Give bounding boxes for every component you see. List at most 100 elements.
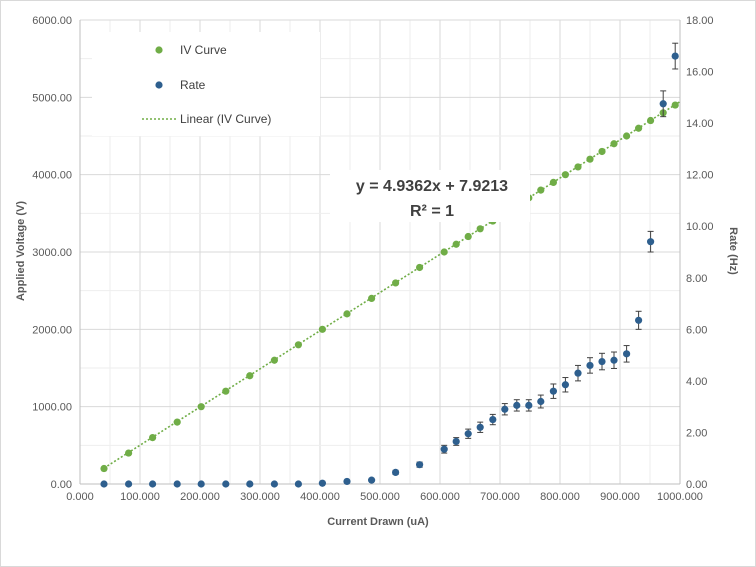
- y-right-tick-label: 6.00: [686, 324, 707, 336]
- y-right-tick-label: 10.00: [686, 221, 714, 233]
- iv-curve-point: [368, 294, 376, 302]
- x-tick-label: 600.000: [420, 491, 460, 503]
- iv-curve-point: [561, 171, 570, 179]
- y-axis-left-title: Applied Voltage (V): [15, 201, 27, 301]
- y-left-tick-label: 6000.00: [32, 15, 72, 27]
- rate-point: [416, 461, 424, 469]
- rate-point: [659, 100, 667, 108]
- x-tick-label: 0.000: [66, 491, 94, 503]
- y-left-tick-label: 3000.00: [32, 247, 72, 259]
- x-tick-label: 500.000: [360, 491, 400, 503]
- iv-curve-point: [623, 132, 631, 140]
- series-rate: [100, 42, 679, 488]
- rate-point: [501, 405, 509, 413]
- x-tick-label: 400.000: [300, 491, 340, 503]
- iv-curve-point: [610, 140, 618, 148]
- iv-curve-point: [149, 434, 157, 442]
- rate-point: [392, 468, 400, 476]
- x-tick-label: 1000.000: [657, 491, 703, 503]
- legend-background: [92, 32, 320, 136]
- y-left-tick-label: 1000.00: [32, 402, 72, 414]
- rate-point: [368, 476, 376, 484]
- x-tick-label: 200.000: [180, 491, 220, 503]
- y-left-tick-label: 2000.00: [32, 324, 72, 336]
- legend-label-trendline: Linear (IV Curve): [180, 112, 271, 126]
- legend-marker-iv-curve: [155, 46, 163, 54]
- iv-curve-point: [318, 325, 326, 333]
- y-right-tick-label: 16.00: [686, 67, 714, 79]
- y-left-tick-label: 5000.00: [32, 92, 72, 104]
- iv-curve-point: [549, 178, 558, 186]
- y-right-tick-label: 18.00: [686, 15, 714, 27]
- rate-point: [197, 480, 205, 488]
- rate-point: [270, 480, 278, 488]
- y-right-tick-label: 8.00: [686, 273, 707, 285]
- iv-curve-point: [197, 403, 205, 411]
- iv-curve-point: [476, 225, 484, 233]
- x-tick-label: 900.000: [600, 491, 640, 503]
- legend-label-iv-curve: IV Curve: [180, 43, 227, 57]
- y-right-tick-label: 14.00: [686, 118, 714, 130]
- iv-curve-point: [416, 263, 424, 272]
- rate-point: [476, 423, 484, 431]
- legend-marker-rate: [155, 81, 163, 89]
- rate-point: [489, 415, 497, 424]
- iv-curve-point: [537, 186, 545, 194]
- x-tick-label: 700.000: [480, 491, 520, 503]
- iv-curve-point: [173, 418, 181, 426]
- rate-point: [586, 361, 594, 370]
- rate-point: [549, 387, 558, 395]
- rate-point: [610, 356, 618, 364]
- rate-point: [623, 350, 631, 358]
- iv-curve-point: [222, 387, 230, 395]
- iv-curve-point: [440, 248, 448, 256]
- x-tick-label: 800.000: [540, 491, 580, 503]
- equation-background: [330, 170, 530, 222]
- rate-point: [125, 480, 133, 488]
- y-axis-right-title: Rate (Hz): [727, 227, 739, 275]
- iv-curve-point: [294, 341, 302, 349]
- iv-curve-point: [246, 372, 254, 380]
- rate-point: [537, 397, 545, 406]
- rate-point: [561, 381, 570, 389]
- rate-point: [464, 430, 472, 438]
- y-right-tick-label: 12.00: [686, 170, 714, 182]
- rate-point: [246, 480, 254, 488]
- iv-curve-point: [574, 163, 582, 171]
- rate-point: [647, 238, 655, 246]
- tick-labels: 0.000 100.000 200.000 300.000 400.000 500.000…: [32, 15, 713, 503]
- rate-point: [149, 480, 157, 488]
- x-tick-label: 300.000: [240, 491, 280, 503]
- iv-curve-point: [586, 155, 594, 163]
- iv-curve-point: [635, 124, 643, 132]
- iv-curve-point: [598, 147, 606, 156]
- rate-point: [100, 480, 108, 488]
- rate-point: [671, 52, 679, 60]
- rate-point: [440, 445, 448, 453]
- x-axis-title: Current Drawn (uA): [327, 516, 429, 528]
- iv-curve-point: [100, 464, 108, 473]
- y-right-tick-label: 0.00: [686, 479, 707, 491]
- legend-label-rate: Rate: [180, 78, 206, 92]
- iv-curve-point: [671, 101, 679, 109]
- rate-point: [318, 479, 326, 487]
- rate-point: [294, 480, 302, 488]
- y-left-tick-label: 0.00: [51, 479, 72, 491]
- rate-point: [513, 401, 521, 409]
- rate-point: [173, 480, 181, 488]
- rate-point: [574, 369, 582, 377]
- iv-curve-point: [392, 279, 400, 287]
- y-right-tick-label: 2.00: [686, 427, 707, 439]
- x-tick-label: 100.000: [120, 491, 160, 503]
- iv-curve-point: [125, 449, 133, 457]
- legend: IV Curve Rate Linear (IV Curve): [92, 32, 320, 136]
- iv-curve-point: [464, 232, 472, 241]
- rate-point: [598, 357, 606, 366]
- trendline-equation: y = 4.9362x + 7.9213: [356, 178, 508, 195]
- rate-point: [343, 477, 351, 486]
- y-right-tick-label: 4.00: [686, 376, 707, 388]
- iv-curve-point: [647, 116, 655, 125]
- iv-curve-point: [452, 240, 460, 248]
- iv-curve-point: [343, 310, 351, 318]
